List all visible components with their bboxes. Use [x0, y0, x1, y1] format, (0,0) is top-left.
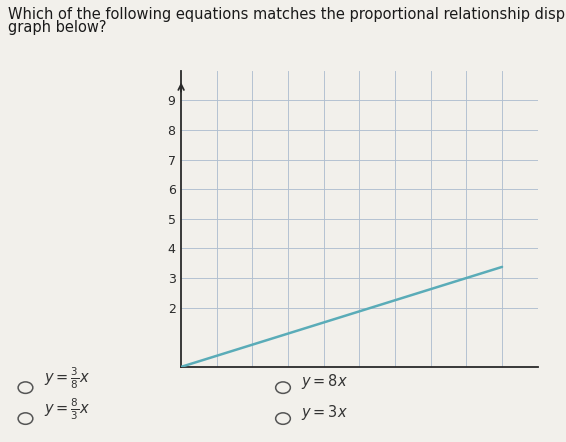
- Text: $y = \frac{3}{8}x$: $y = \frac{3}{8}x$: [44, 366, 89, 391]
- Text: $y = 8x$: $y = 8x$: [301, 372, 348, 391]
- Text: $y = 3x$: $y = 3x$: [301, 403, 348, 422]
- Text: $y = \frac{8}{3}x$: $y = \frac{8}{3}x$: [44, 397, 89, 422]
- Text: Which of the following equations matches the proportional relationship displayed: Which of the following equations matches…: [8, 7, 566, 22]
- Text: graph below?: graph below?: [8, 20, 107, 35]
